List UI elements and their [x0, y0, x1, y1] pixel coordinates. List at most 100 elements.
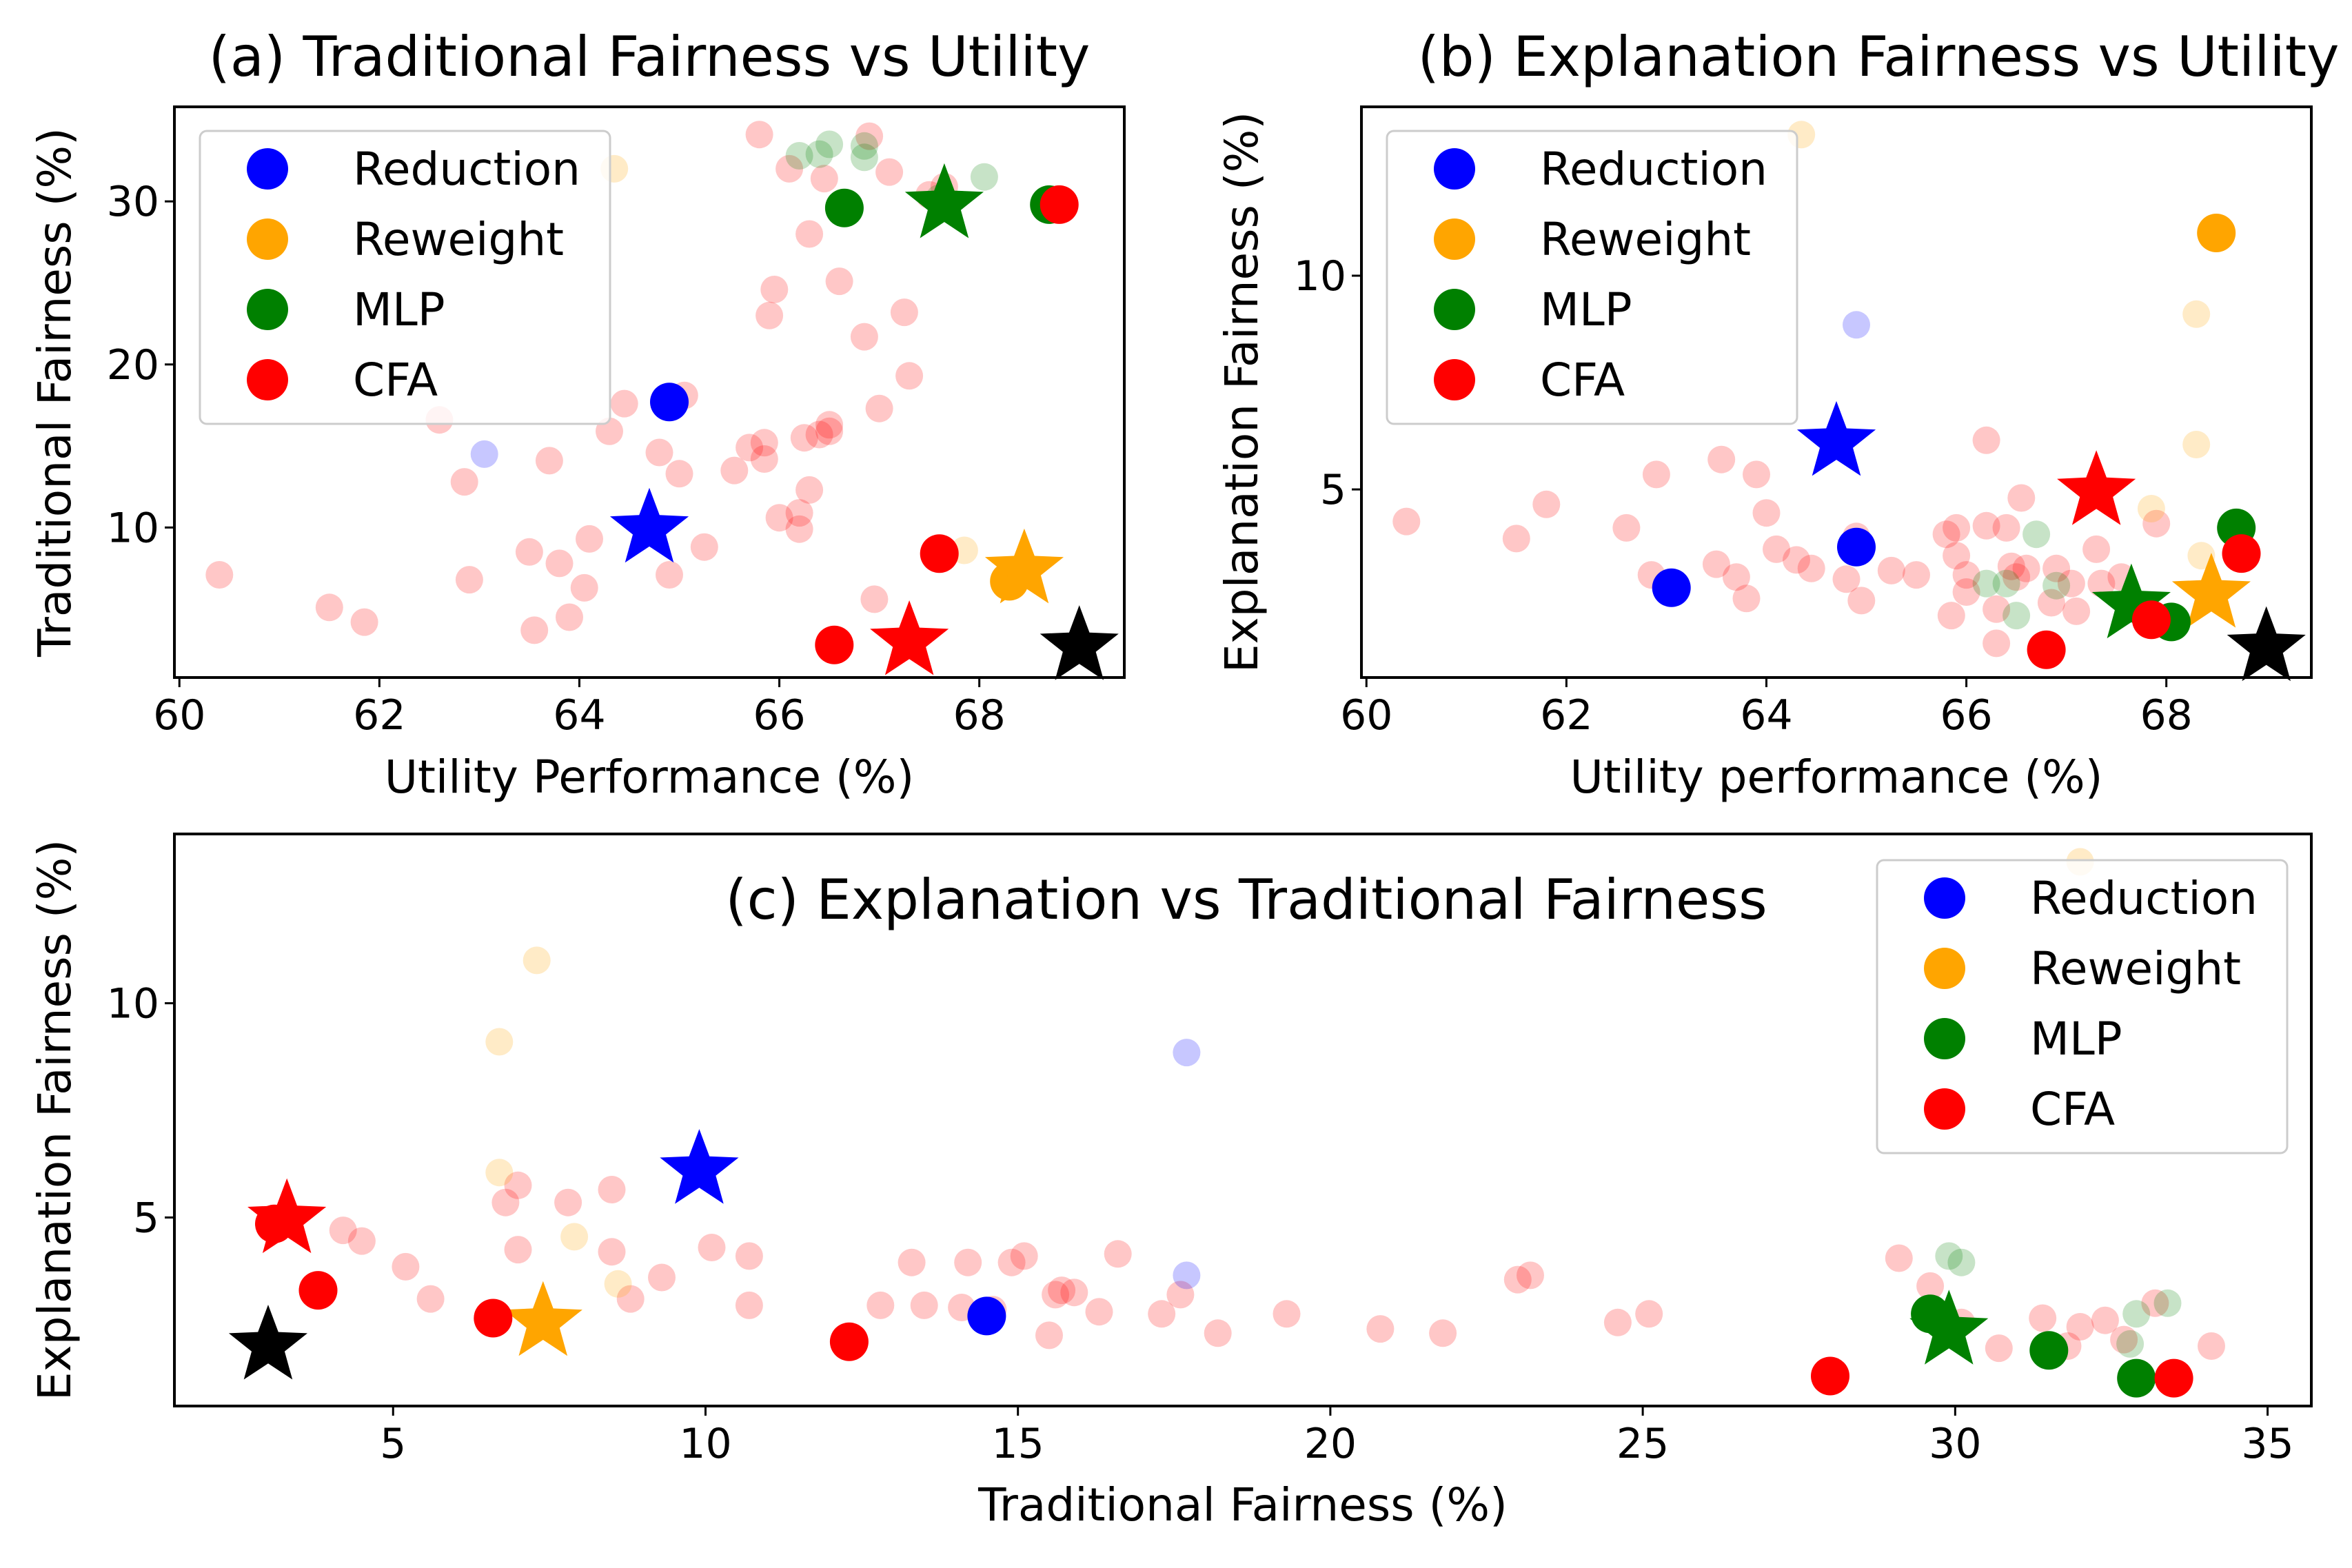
point-faded-cfa	[790, 424, 818, 452]
point-faded-cfa	[1707, 445, 1736, 474]
point-faded-cfa	[2141, 1289, 2169, 1317]
legend-item-mlp: MLP	[1924, 1012, 2122, 1066]
point-faded-cfa	[1997, 552, 2025, 580]
point-faded-cfa	[416, 1285, 445, 1313]
point-faded-reweight	[485, 1028, 514, 1056]
panel-c: (c) Explanation vs Traditional Fairness …	[28, 833, 2313, 1531]
point-faded-cfa	[1166, 1281, 1195, 1309]
point-faded-cfa	[1612, 513, 1641, 542]
point-faded-cfa	[720, 456, 749, 485]
point-faded-mlp	[805, 140, 833, 168]
panel-c-xticks: 5 10 15 20 25 30 35	[380, 1406, 2294, 1468]
point-faded-mlp	[2116, 1330, 2145, 1358]
panel-a-title: (a) Traditional Fairness vs Utility	[209, 25, 1091, 89]
x-tick-label: 60	[153, 691, 205, 740]
point-cfa	[474, 1299, 513, 1338]
x-tick-label: 20	[1304, 1420, 1357, 1468]
point-faded-cfa	[1060, 1279, 1088, 1307]
point-faded-cfa	[785, 515, 813, 543]
point-cfa	[2131, 600, 2171, 640]
point-faded-cfa	[1937, 602, 1965, 630]
legend-label-reweight: Reweight	[1540, 213, 1751, 266]
point-faded-cfa	[598, 1238, 626, 1266]
x-tick-label: 66	[753, 691, 805, 740]
point-faded-cfa	[1903, 561, 1930, 589]
point-faded-mlp	[1972, 569, 2000, 598]
point-faded-cfa	[2082, 535, 2111, 563]
point-faded-cfa	[1042, 1281, 1070, 1309]
point-faded-cfa	[648, 1263, 676, 1292]
point-faded-cfa	[535, 447, 563, 475]
point-faded-cfa	[2062, 597, 2091, 625]
point-faded-cfa	[554, 1188, 582, 1216]
point-faded-reduction	[1843, 311, 1870, 339]
point-faded-cfa	[1983, 595, 2011, 623]
legend-label-reduction: Reduction	[1540, 143, 1767, 196]
point-faded-cfa	[1972, 426, 2000, 454]
point-faded-cfa	[1932, 520, 1960, 549]
point-faded-cfa	[1743, 460, 1770, 489]
point-faded-cfa	[2042, 554, 2071, 582]
point-faded-cfa	[1983, 629, 2011, 658]
y-tick-label: 10	[107, 504, 159, 552]
point-faded-cfa	[2066, 1313, 2094, 1341]
point-faded-mlp	[815, 130, 844, 159]
point-faded-cfa	[765, 504, 793, 532]
point-faded-cfa	[1972, 511, 2000, 540]
point-faded-mlp	[1947, 1248, 1976, 1276]
panel-a-axes-frame	[173, 105, 1126, 679]
y-tick-label: 30	[107, 178, 159, 226]
point-faded-cfa	[2029, 1304, 2057, 1332]
x-tick-label: 25	[1616, 1420, 1669, 1468]
point-faded-cfa	[1885, 1244, 1913, 1272]
point-faded-mlp	[970, 163, 998, 191]
point-reduction	[1652, 568, 1691, 607]
point-star-reference	[1040, 605, 1119, 680]
legend-label-mlp: MLP	[2030, 1012, 2122, 1066]
point-faded-cfa	[1832, 565, 1861, 593]
point-faded-cfa	[645, 438, 673, 467]
point-faded-cfa	[2003, 563, 2031, 591]
point-faded-cfa	[1722, 563, 1750, 591]
point-faded-cfa	[954, 1248, 982, 1276]
point-faded-reweight	[560, 1223, 589, 1251]
point-faded-cfa	[656, 561, 683, 589]
point-faded-cfa	[775, 154, 804, 183]
legend-item-reduction: Reduction	[1924, 872, 2258, 925]
legend-item-mlp: MLP	[247, 283, 445, 336]
point-cfa	[815, 625, 854, 664]
panel-c-points	[228, 848, 2225, 1398]
point-cfa	[298, 1271, 338, 1310]
x-tick-label: 60	[1340, 691, 1392, 740]
point-faded-cfa	[825, 267, 853, 296]
point-faded-cfa	[665, 460, 693, 488]
point-faded-cfa	[2037, 589, 2065, 617]
legend-label-reduction: Reduction	[353, 143, 580, 196]
point-faded-cfa	[2091, 1306, 2119, 1334]
point-faded-cfa	[2142, 509, 2171, 538]
point-faded-reweight	[485, 1159, 514, 1187]
legend-label-cfa: CFA	[2030, 1083, 2115, 1136]
panel-a-xticks: 60 62 64 66 68	[153, 678, 1006, 740]
point-faded-mlp	[1935, 1242, 1963, 1270]
legend-marker-reweight	[247, 218, 288, 260]
point-faded-cfa	[504, 1171, 532, 1199]
point-faded-cfa	[1204, 1319, 1232, 1347]
point-faded-cfa	[205, 561, 234, 589]
point-faded-cfa	[491, 1188, 520, 1216]
point-faded-cfa	[1797, 554, 1825, 582]
panel-a-ylabel: Traditional Fairness (%)	[28, 128, 81, 658]
point-faded-cfa	[745, 121, 773, 149]
point-faded-cfa	[1517, 1261, 1544, 1290]
legend-item-mlp: MLP	[1434, 283, 1632, 336]
panel-a: (a) Traditional Fairness vs Utility 60 62…	[28, 25, 1126, 804]
point-faded-cfa	[810, 165, 838, 193]
legend-marker-mlp	[1434, 289, 1475, 330]
point-faded-cfa	[1635, 1300, 1663, 1328]
point-mlp	[2117, 1358, 2156, 1398]
point-faded-cfa	[736, 434, 764, 462]
legend-marker-mlp	[1924, 1018, 1965, 1059]
x-tick-label: 62	[353, 691, 405, 740]
legend-marker-reduction	[247, 148, 288, 190]
point-star-cfa	[870, 600, 949, 675]
